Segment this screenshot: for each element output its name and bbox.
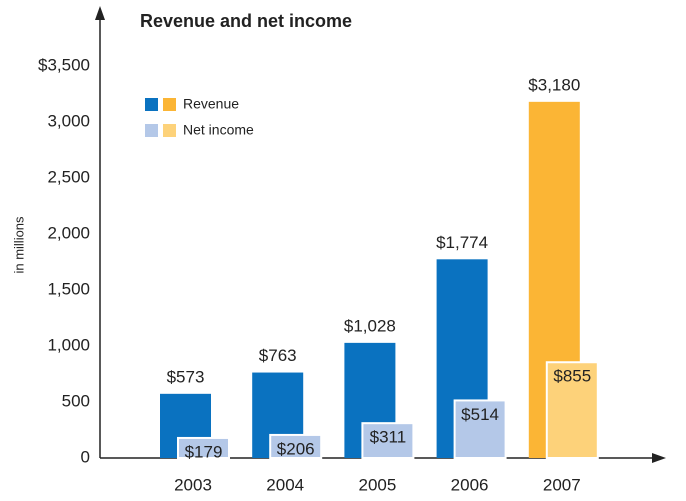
y-tick-label: 1,000	[47, 335, 90, 354]
legend-swatch	[163, 98, 176, 111]
legend-swatch	[145, 98, 158, 111]
value-label: $855	[553, 367, 591, 386]
x-tick-label: 2004	[266, 475, 304, 494]
value-label: $573	[167, 367, 205, 386]
x-tick-label: 2003	[174, 475, 212, 494]
y-tick-label: 2,000	[47, 223, 90, 242]
value-label: $514	[461, 405, 499, 424]
chart-title: Revenue and net income	[140, 11, 352, 31]
legend-label: Net income	[183, 122, 254, 138]
y-axis-label: in millions	[11, 216, 26, 274]
value-label: $179	[185, 442, 223, 461]
legend-swatch	[145, 124, 158, 137]
bar	[177, 436, 230, 459]
y-tick-label: 500	[62, 391, 90, 410]
y-tick-label: 3,000	[47, 111, 90, 130]
value-label: $1,028	[344, 316, 396, 335]
bar	[453, 399, 507, 460]
y-tick-label: 2,500	[47, 167, 90, 186]
y-axis-arrow	[95, 6, 105, 20]
legend-swatch	[163, 124, 176, 137]
x-tick-label: 2005	[358, 475, 396, 494]
x-axis-arrow	[652, 453, 666, 463]
y-tick-label: 1,500	[47, 279, 90, 298]
bar	[361, 422, 415, 459]
value-label: $206	[277, 439, 315, 458]
y-tick-label: 0	[81, 447, 90, 466]
x-tick-label: 2007	[543, 475, 581, 494]
legend-label: Revenue	[183, 96, 239, 112]
value-label: $763	[259, 346, 297, 365]
bar	[269, 433, 323, 460]
bar	[545, 361, 599, 459]
value-label: $311	[370, 428, 407, 447]
y-tick-label: $3,500	[38, 55, 90, 74]
value-label: $1,774	[436, 233, 488, 252]
value-label: $3,180	[528, 75, 580, 94]
x-tick-label: 2006	[451, 475, 489, 494]
